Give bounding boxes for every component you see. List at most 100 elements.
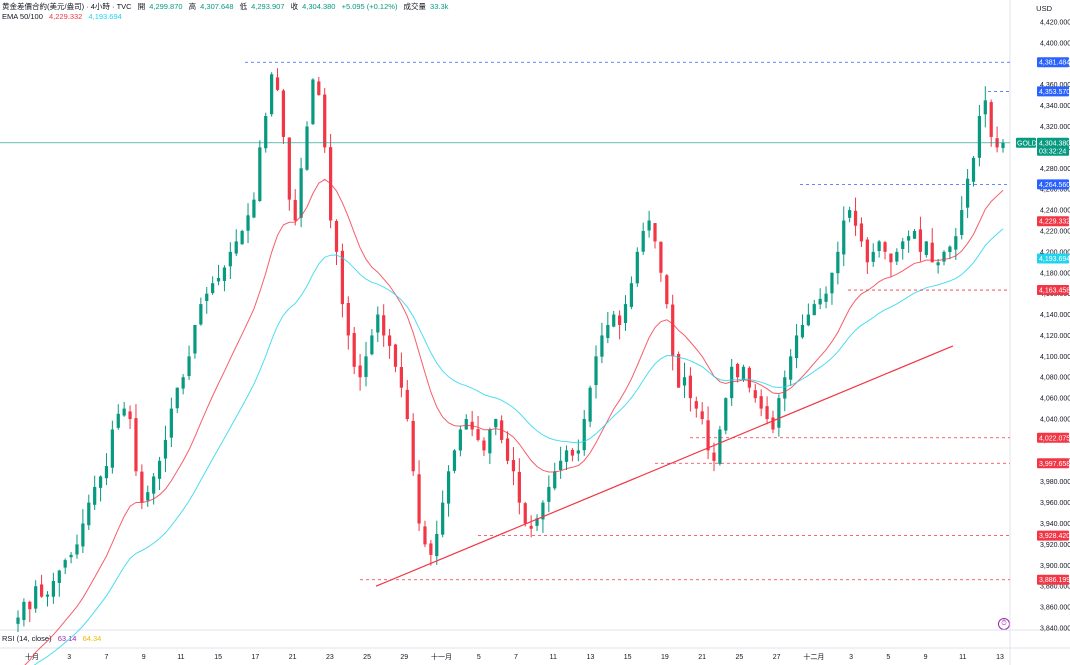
candle xyxy=(128,405,132,429)
ema-legend[interactable]: EMA 50/100 4,229.332 4,193.694 xyxy=(2,12,126,22)
x-tick-label: 29 xyxy=(400,654,408,661)
candle-body xyxy=(735,364,740,378)
candle-body xyxy=(541,502,545,520)
candle xyxy=(476,415,480,442)
candle xyxy=(482,437,486,457)
candle xyxy=(901,237,905,260)
candle xyxy=(435,520,439,565)
candle xyxy=(777,394,781,437)
candle-body xyxy=(582,419,586,451)
x-tick-label: 19 xyxy=(661,654,669,661)
candle-body xyxy=(724,398,728,431)
candle-body xyxy=(246,215,250,231)
candle-body xyxy=(883,242,887,252)
candle-body xyxy=(665,275,669,305)
x-tick-label: 3 xyxy=(67,654,71,661)
candle-body xyxy=(211,283,215,294)
x-tick-label: 11 xyxy=(959,654,966,661)
candle-body xyxy=(553,471,557,489)
candle-body xyxy=(376,314,380,333)
open-value: 4,299.870 xyxy=(149,2,183,11)
candle xyxy=(45,591,50,607)
candle xyxy=(623,295,628,331)
candle xyxy=(618,310,622,340)
candle xyxy=(323,88,327,153)
candle-body xyxy=(270,74,274,115)
trendline xyxy=(375,345,954,587)
candle-body xyxy=(87,502,91,526)
candle xyxy=(600,322,604,364)
candle-body xyxy=(594,356,598,386)
candle-body xyxy=(441,502,445,535)
candle-body xyxy=(423,526,427,545)
low-label: 低 xyxy=(239,2,248,11)
x-tick-label: 25 xyxy=(735,654,743,661)
rsi-legend[interactable]: RSI (14, close) 63.14 64.34 xyxy=(2,634,105,643)
candle xyxy=(134,404,138,477)
price-tag-label: 4,193.694 xyxy=(1039,256,1070,263)
candle xyxy=(81,509,85,553)
candle-body xyxy=(989,102,993,137)
candle-body xyxy=(311,79,315,125)
candle xyxy=(853,197,858,236)
candle xyxy=(718,425,722,466)
gold-countdown-label: 03:32:24 xyxy=(1039,148,1066,155)
candle-body xyxy=(559,460,563,470)
y-tick-label: 4,220.000 xyxy=(1040,228,1070,235)
symbol-title[interactable]: 黄金差價合約(美元/盎司) · 4小時 · TVC xyxy=(2,2,132,11)
candle-body xyxy=(783,377,787,399)
candle xyxy=(948,245,952,260)
volume-value: 33.3k xyxy=(430,2,449,11)
candle-body xyxy=(865,239,869,263)
y-tick-label: 4,420.000 xyxy=(1040,20,1070,27)
candle xyxy=(724,397,728,435)
candle-body xyxy=(140,471,144,503)
candle xyxy=(665,273,669,309)
candle-body xyxy=(458,429,462,451)
candle xyxy=(789,349,793,386)
y-tick-label: 4,080.000 xyxy=(1040,375,1070,382)
candle xyxy=(399,352,403,398)
candle xyxy=(694,396,698,418)
candle xyxy=(22,598,26,627)
candle xyxy=(364,341,368,387)
candle xyxy=(842,206,846,267)
y-tick-label: 4,360.000 xyxy=(1040,82,1070,89)
candle xyxy=(523,501,527,527)
candle-body xyxy=(110,429,114,468)
candle xyxy=(328,133,333,229)
currency-label: USD xyxy=(1036,4,1052,13)
candle xyxy=(682,362,687,398)
ema100-line xyxy=(33,228,1004,665)
candle xyxy=(140,464,144,510)
candle xyxy=(812,299,816,316)
candles xyxy=(16,68,1005,633)
candle-body xyxy=(505,438,510,461)
price-tag xyxy=(1037,57,1069,68)
candle-body xyxy=(511,460,516,472)
candle-body xyxy=(116,413,120,428)
candle xyxy=(175,387,179,413)
candle xyxy=(730,359,734,406)
gold-symbol-label: GOLD xyxy=(1017,140,1037,147)
candle-body xyxy=(299,168,303,218)
high-label: 高 xyxy=(188,2,197,11)
candle xyxy=(311,78,315,126)
candle xyxy=(246,203,250,244)
candle-body xyxy=(759,396,763,409)
candle-body xyxy=(193,325,197,354)
candle xyxy=(753,384,757,403)
candle-body xyxy=(93,486,97,505)
candle xyxy=(429,540,433,566)
candle xyxy=(930,228,934,263)
candle xyxy=(783,370,787,412)
candle-body xyxy=(641,230,645,252)
x-tick-label: 9 xyxy=(924,654,928,661)
candle xyxy=(606,312,610,344)
candle-body xyxy=(317,81,321,96)
price-tag xyxy=(1037,253,1069,264)
candle-body xyxy=(971,157,976,182)
candle xyxy=(146,485,150,507)
candle xyxy=(376,306,380,343)
